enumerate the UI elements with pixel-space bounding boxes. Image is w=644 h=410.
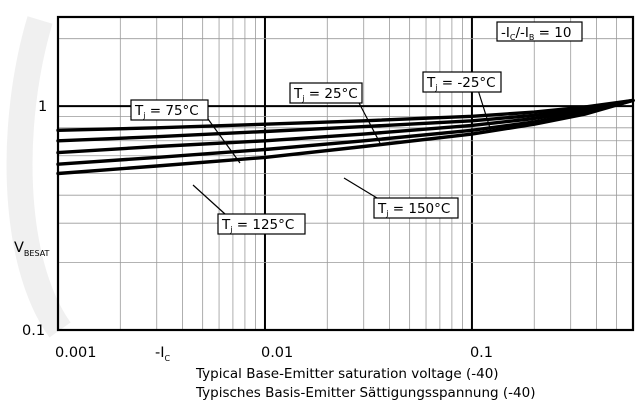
y-tick-label: 1 — [38, 99, 47, 115]
condition-text: -IC/-IB = 10 — [501, 25, 571, 42]
series-label-box — [373, 197, 459, 219]
series-label-box — [130, 99, 209, 121]
caption-german: Typisches Basis-Emitter Sättigungsspannu… — [195, 385, 536, 401]
series-line-1 — [56, 98, 635, 133]
y-axis-label: VBESAT — [14, 240, 50, 258]
series-label-2: Tj = 25°C — [293, 86, 358, 103]
label-leader-line — [192, 184, 226, 215]
x-tick-label: 0.001 — [55, 345, 97, 361]
plot-border — [56, 15, 635, 332]
series-line-2 — [56, 98, 635, 143]
series-label-box — [422, 71, 502, 93]
x-tick-label: 0.1 — [470, 345, 493, 361]
x-axis-label: -IC — [155, 345, 171, 363]
label-leader-line — [357, 100, 381, 144]
series-label-3: Tj = 75°C — [134, 103, 199, 120]
series-label-1: Tj = -25°C — [426, 75, 496, 92]
watermark-swirl — [6, 16, 71, 338]
series-line-3 — [56, 98, 635, 155]
caption-english: Typical Base-Emitter saturation voltage … — [195, 366, 499, 382]
curves — [56, 98, 635, 176]
x-tick-label: 0.01 — [261, 345, 293, 361]
grid — [57, 17, 633, 330]
y-tick-label: 0.1 — [22, 323, 45, 339]
label-leader-line — [207, 118, 241, 164]
label-leader-line — [477, 89, 491, 129]
condition-label: -IC/-IB = 10 — [496, 21, 583, 42]
series-label-box — [289, 82, 363, 104]
condition-box — [496, 21, 583, 42]
series-labels: Tj = -25°C Tj = 25°C Tj = 75°C Tj = 125°C Tj… — [130, 71, 502, 235]
series-line-5 — [56, 98, 635, 176]
label-leader-line — [343, 177, 378, 199]
series-label-box — [217, 213, 306, 235]
series-label-4: Tj = 125°C — [221, 217, 294, 234]
tick-labels: 0.001 0.01 0.1 1 0.1 — [22, 99, 493, 361]
series-label-5: Tj = 150°C — [377, 201, 450, 218]
